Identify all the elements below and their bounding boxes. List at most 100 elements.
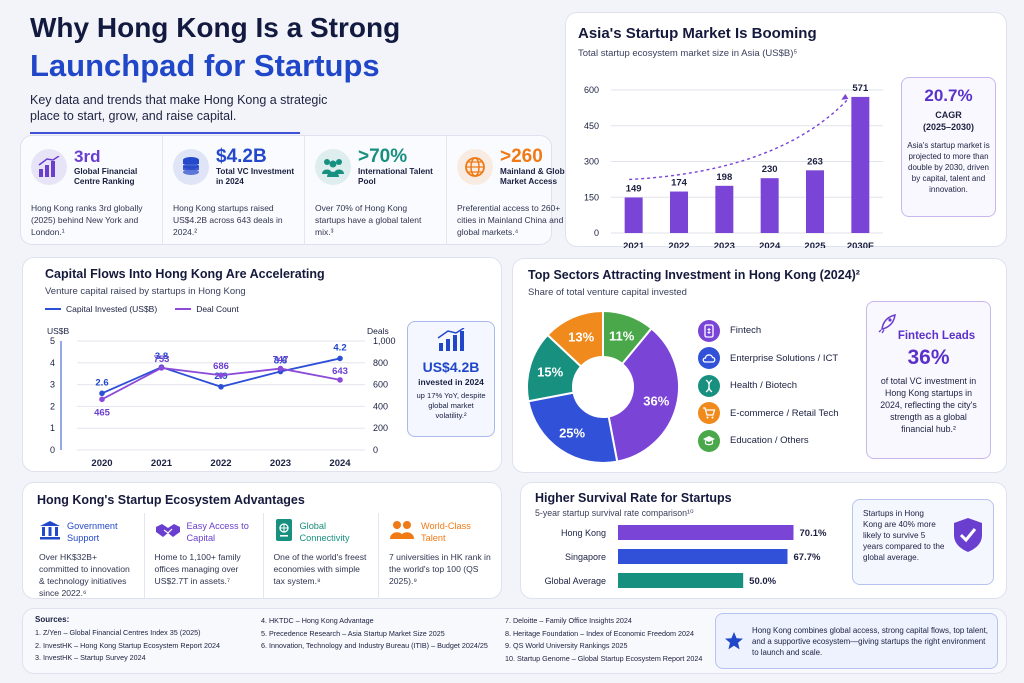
fintech-callout-title: Fintech Leads	[897, 330, 976, 342]
survival-callout: Startups in Hong Kong are 40% more likel…	[852, 499, 994, 585]
left-y-tick-label: 2	[50, 401, 55, 411]
fintech-callout: Fintech Leads 36% of total VC investment…	[866, 301, 991, 459]
bar-data-label: 571	[852, 83, 869, 94]
sectors-subtitle: Share of total venture capital invested	[528, 287, 687, 298]
sectors-legend: Fintech Enterprise Solutions / ICT Health …	[698, 317, 858, 455]
bar-data-label: 230	[762, 164, 778, 175]
fintech-app-icon	[698, 319, 720, 342]
survival-panel: Higher Survival Rate for Startups 5-year…	[520, 482, 1007, 599]
right-y-tick-label: 200	[373, 423, 388, 433]
legend-item: Education / Others	[698, 427, 858, 455]
bar-data-label: 263	[807, 156, 823, 167]
data-label: 747	[273, 355, 289, 366]
x-tick-label: 2024	[759, 241, 781, 248]
page-subtitle: Key data and trends that make Hong Kong …	[30, 93, 328, 123]
people-group-icon	[315, 149, 351, 185]
bar-chart-growth-icon	[31, 149, 67, 185]
trend-arrowhead	[841, 93, 849, 100]
data-label: 753	[154, 354, 170, 365]
sources-heading: Sources:	[35, 615, 70, 624]
star-icon	[725, 632, 743, 650]
shield-check-icon	[954, 518, 982, 552]
advantage-top: Government Support	[39, 517, 138, 547]
capital-flows-panel: Capital Flows Into Hong Kong Are Acceler…	[22, 257, 502, 472]
stat-top: $4.2B Total VC Investment in 2024	[173, 146, 296, 188]
stat-card: >260 Mainland & Global Market Access Prefe…	[446, 136, 588, 244]
advantage-title: Easy Access to Capital	[186, 521, 249, 543]
key-stats-panel: 3rd Global Financial Centre Ranking Hong K…	[20, 135, 571, 245]
legend-deals: Deal Count	[175, 304, 239, 314]
bar-chart-growth-icon	[437, 327, 465, 351]
data-label: 4.2	[333, 342, 346, 353]
stat-value-block: $4.2B Total VC Investment in 2024	[216, 146, 296, 188]
legend-deals-swatch	[175, 308, 192, 310]
category-label: Singapore	[565, 552, 606, 562]
data-label: 2.6	[95, 377, 108, 388]
advantage-title: Global Connectivity	[299, 521, 350, 543]
sources-column-2: 4. HKTDC – Hong Kong Advantage 5. Precede…	[261, 615, 506, 653]
source-item: 1. Z/Yen – Global Financial Centres Inde…	[35, 628, 201, 637]
callout-line2: up 17% YoY, despite global market volati…	[416, 391, 486, 420]
source-item: 6. Innovation, Technology and Industry B…	[261, 641, 488, 650]
stat-value-block: >260 Mainland & Global Market Access	[500, 146, 580, 188]
source-item: 4. HKTDC – Hong Kong Advantage	[261, 616, 374, 625]
slice-label: 11%	[609, 328, 635, 343]
footer-note-box: Hong Kong combines global access, strong…	[715, 613, 998, 669]
source-item: 3. InvestHK – Startup Survey 2024	[35, 653, 146, 662]
capital-flows-title: Capital Flows Into Hong Kong Are Acceler…	[45, 267, 325, 281]
x-tick-label: 2022	[668, 241, 689, 248]
page-header: Why Hong Kong Is a Strong Launchpad for …	[30, 10, 550, 134]
advantage-title: World-Class Talent	[421, 521, 471, 543]
right-y-tick-label: 600	[373, 380, 388, 390]
x-tick-label: 2021	[151, 458, 173, 469]
y-tick-label: 600	[584, 85, 599, 95]
y-tick-label: 150	[584, 192, 599, 202]
bar	[670, 191, 688, 233]
data-label: 686	[213, 361, 229, 372]
data-point	[337, 355, 343, 362]
data-point	[337, 377, 343, 383]
x-tick-label: 2023	[714, 241, 735, 248]
coin-stack-icon	[173, 149, 209, 185]
fintech-callout-value: 36%	[907, 346, 950, 369]
data-point	[218, 372, 224, 379]
bar-data-label: 50.0%	[749, 576, 776, 587]
bar-data-label: 149	[626, 183, 642, 194]
globe-icon	[457, 149, 493, 185]
data-point	[99, 390, 105, 397]
advantage-item: Government Support Over HK$32B+ committed…	[29, 513, 144, 599]
bar	[715, 185, 734, 233]
x-tick-label: 2023	[270, 458, 291, 469]
capital-flows-line-chart: US$B Deals 0 0 1 200 2 400 3 600 4 800 5 1,000 2020 202…	[47, 326, 396, 469]
asia-market-title: Asia's Startup Market Is Booming	[578, 25, 817, 42]
advantage-item: World-Class Talent 7 universities in HK r…	[378, 513, 497, 599]
x-tick-label: 2022	[210, 458, 231, 469]
trend-arrow	[629, 98, 849, 181]
stat-label: Mainland & Global Market Access	[500, 166, 572, 187]
cagr-description: Asia's startup market is projected to mo…	[907, 141, 990, 194]
advantage-item: Global Connectivity One of the world's fr…	[262, 513, 379, 599]
callout-value: US$4.2B	[422, 359, 480, 375]
right-y-tick-label: 800	[373, 358, 388, 368]
graduation-cap-icon	[698, 429, 720, 452]
people-icon	[389, 520, 415, 545]
asia-market-panel: Asia's Startup Market Is Booming Total s…	[565, 12, 1007, 248]
y-tick-label: 450	[584, 121, 599, 131]
bar-data-label: 198	[716, 172, 732, 183]
sectors-donut-chart: 36% 25% 15% 13% 11%	[526, 309, 680, 464]
legend-item: Health / Biotech	[698, 372, 858, 400]
cagr-callout: 20.7% CAGR (2025–2030) Asia's startup ma…	[901, 77, 996, 217]
data-label: 3.6	[274, 356, 287, 367]
bar	[624, 197, 643, 233]
stat-value: 3rd	[74, 146, 101, 166]
advantage-item: Easy Access to Capital Home to 1,100+ fam…	[143, 513, 263, 599]
handshake-icon	[155, 520, 181, 545]
slice-label: 25%	[559, 425, 585, 440]
legend-capital-swatch	[45, 308, 61, 310]
sectors-panel: Top Sectors Attracting Investment in Hon…	[512, 258, 1007, 473]
cloud-icon	[698, 347, 720, 370]
advantage-description: Home to 1,100+ family offices managing o…	[154, 552, 241, 586]
stat-card: >70% International Talent Pool Over 70% of…	[304, 136, 446, 244]
legend-label: E-commerce / Retail Tech	[730, 407, 839, 419]
asia-market-subtitle: Total startup ecosystem market size in A…	[578, 48, 798, 59]
